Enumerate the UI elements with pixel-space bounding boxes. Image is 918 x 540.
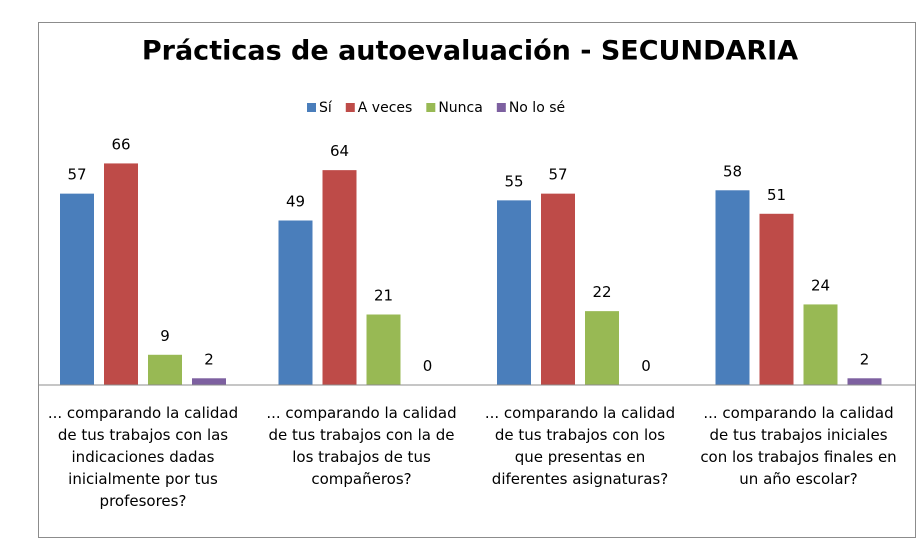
x-tick-label: ... comparando la calidad de tus trabajo… — [47, 404, 239, 510]
data-label: 57 — [67, 166, 86, 184]
data-label: 49 — [286, 193, 305, 211]
data-label: 21 — [374, 287, 393, 305]
data-label: 58 — [723, 162, 742, 180]
bar — [759, 213, 794, 385]
data-label: 55 — [504, 172, 523, 190]
data-label: 0 — [423, 357, 433, 375]
bar — [803, 304, 838, 385]
bar — [60, 193, 94, 385]
data-label: 64 — [330, 142, 349, 160]
data-label: 57 — [548, 166, 567, 184]
bar — [366, 314, 401, 385]
legend-swatch — [345, 103, 355, 112]
data-label: 2 — [204, 350, 214, 368]
bar — [322, 170, 357, 385]
legend-label: Sí — [319, 100, 333, 116]
x-tick-label: ... comparando la calidad de tus trabajo… — [700, 404, 897, 488]
chart-title: Prácticas de autoevaluación - SECUNDARIA — [142, 36, 798, 67]
x-tick-label: ... comparando la calidad de tus trabajo… — [266, 404, 457, 488]
data-label: 22 — [592, 283, 611, 301]
bar — [715, 190, 750, 385]
legend-label: A veces — [358, 100, 413, 116]
x-tick-label: ... comparando la calidad de tus trabajo… — [484, 404, 676, 488]
legend-swatch — [307, 103, 316, 112]
bar — [148, 354, 182, 385]
bar — [104, 163, 138, 385]
legend-label: No lo sé — [509, 100, 565, 116]
legend-label: Nunca — [438, 100, 483, 116]
data-label: 24 — [811, 276, 830, 294]
bar — [192, 378, 226, 385]
bar — [497, 200, 531, 385]
data-label: 51 — [767, 186, 786, 204]
data-label: 0 — [641, 357, 651, 375]
data-label: 9 — [160, 327, 170, 345]
bar — [278, 220, 313, 385]
bar — [585, 311, 619, 385]
data-label: 2 — [860, 350, 870, 368]
legend-swatch — [496, 103, 506, 112]
bar — [541, 193, 575, 385]
bar — [847, 378, 882, 385]
data-label: 66 — [111, 135, 130, 153]
legend-swatch — [426, 103, 436, 112]
